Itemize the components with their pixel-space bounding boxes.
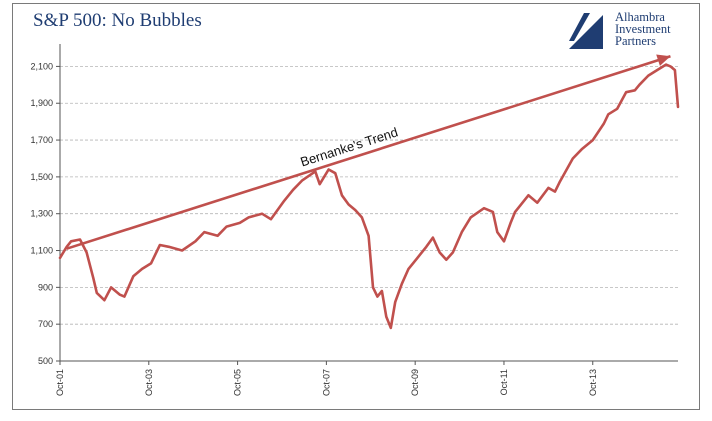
y-axis: 500 700 900 1,100 1,300 1,500 1,700 1,900 2,100 [30, 44, 61, 366]
x-tick-label: Oct-07 [321, 369, 331, 396]
gridlines [60, 66, 678, 325]
logo-line: Alhambra [615, 10, 665, 24]
trend-line [66, 55, 671, 250]
x-tick-label: Oct-01 [55, 369, 65, 396]
series-line [58, 63, 680, 330]
y-tick-label: 2,100 [30, 61, 53, 71]
alhambra-logo-icon [566, 9, 606, 51]
trend-arrowhead [656, 54, 671, 66]
y-tick-label: 700 [38, 319, 53, 329]
x-tick-label: Oct-13 [588, 369, 598, 396]
x-tick-label: Oct-03 [144, 369, 154, 396]
series-group [58, 63, 680, 330]
y-tick-label: 1,900 [30, 98, 53, 108]
y-tick-label: 1,300 [30, 209, 53, 219]
y-tick-label: 1,100 [30, 246, 53, 256]
y-tick-label: 1,700 [30, 135, 53, 145]
chart-title: S&P 500: No Bubbles [33, 10, 202, 31]
x-tick-label: Oct-09 [410, 369, 420, 396]
chart-frame [12, 3, 700, 410]
x-axis: Oct-01 Oct-03 Oct-05 Oct-07 Oct-09 Oct-11 Oct-… [55, 360, 678, 396]
y-tick-label: 900 [38, 282, 53, 292]
y-tick-label: 500 [38, 356, 53, 366]
y-tick-label: 1,500 [30, 172, 53, 182]
logo-text: Alhambra Investment Partners [615, 10, 671, 48]
alhambra-logo: Alhambra Investment Partners [566, 9, 696, 55]
logo-line: Partners [615, 34, 656, 48]
x-tick-label: Oct-05 [233, 369, 243, 396]
logo-line: Investment [615, 22, 671, 36]
x-tick-label: Oct-11 [499, 369, 509, 395]
